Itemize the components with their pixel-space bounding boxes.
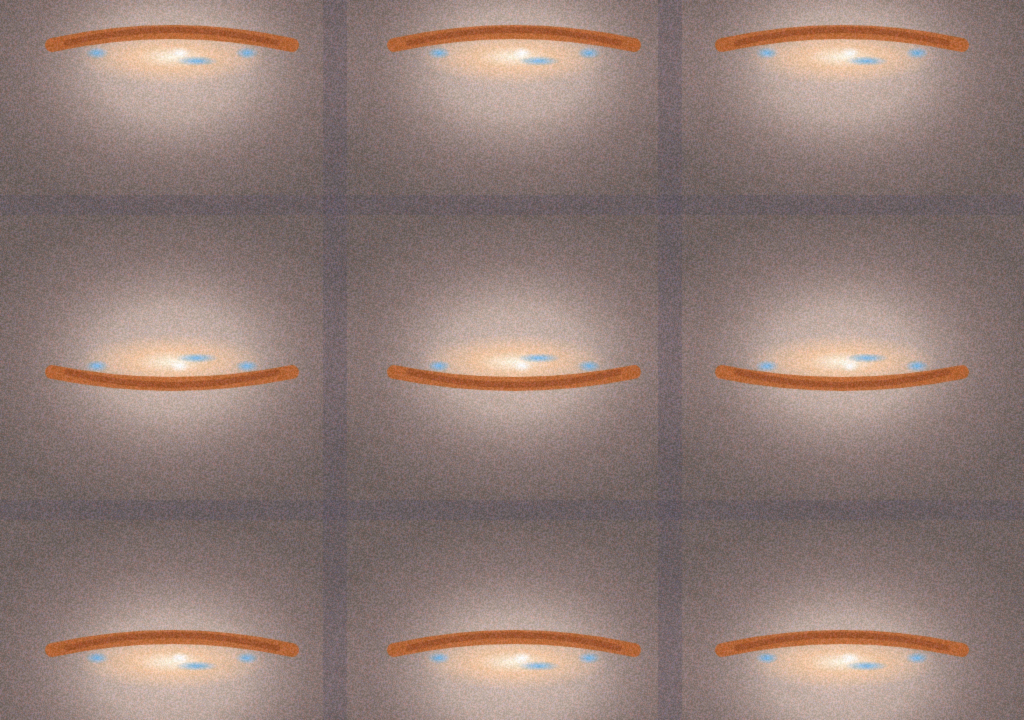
galaxy-image: [0, 0, 1024, 720]
galaxy-tiles-canvas: [0, 0, 1024, 720]
